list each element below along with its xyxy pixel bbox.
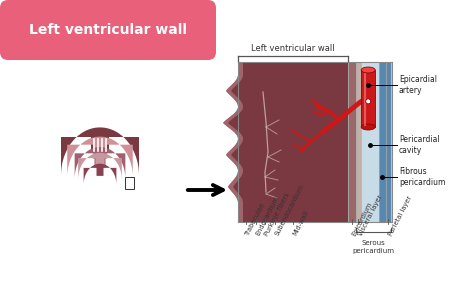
- Polygon shape: [223, 62, 243, 222]
- Bar: [348, 62, 356, 222]
- Bar: [125, 177, 134, 189]
- Ellipse shape: [361, 124, 375, 130]
- Bar: [356, 62, 361, 222]
- Text: Serous
pericardium: Serous pericardium: [353, 240, 394, 253]
- Text: Mid-wall: Mid-wall: [292, 210, 310, 237]
- Polygon shape: [223, 62, 348, 222]
- Bar: [361, 70, 375, 127]
- Text: Endocardium: Endocardium: [255, 195, 280, 237]
- Text: Parietal layer: Parietal layer: [388, 195, 413, 237]
- Polygon shape: [78, 153, 122, 180]
- Ellipse shape: [361, 67, 375, 73]
- Polygon shape: [74, 147, 125, 179]
- Polygon shape: [83, 164, 117, 185]
- Text: Left ventricular wall: Left ventricular wall: [29, 23, 187, 37]
- Text: Epicardium: Epicardium: [351, 201, 374, 237]
- Ellipse shape: [366, 99, 371, 104]
- Polygon shape: [67, 137, 133, 177]
- Bar: [361, 62, 379, 222]
- Text: Left ventricular wall: Left ventricular wall: [251, 44, 335, 53]
- Text: Epicardial
artery: Epicardial artery: [399, 75, 437, 95]
- Bar: [379, 62, 386, 222]
- Polygon shape: [61, 128, 139, 175]
- Text: Fibrous
pericardium: Fibrous pericardium: [399, 167, 446, 187]
- FancyBboxPatch shape: [0, 0, 216, 60]
- Bar: [386, 62, 391, 222]
- Text: Pericardial
cavity: Pericardial cavity: [399, 135, 439, 155]
- Text: Purkinje fibers: Purkinje fibers: [264, 192, 291, 237]
- Text: Trabeculae: Trabeculae: [245, 202, 267, 237]
- Text: Visceral layer: Visceral layer: [357, 194, 383, 237]
- Text: Subendocardium: Subendocardium: [274, 184, 305, 237]
